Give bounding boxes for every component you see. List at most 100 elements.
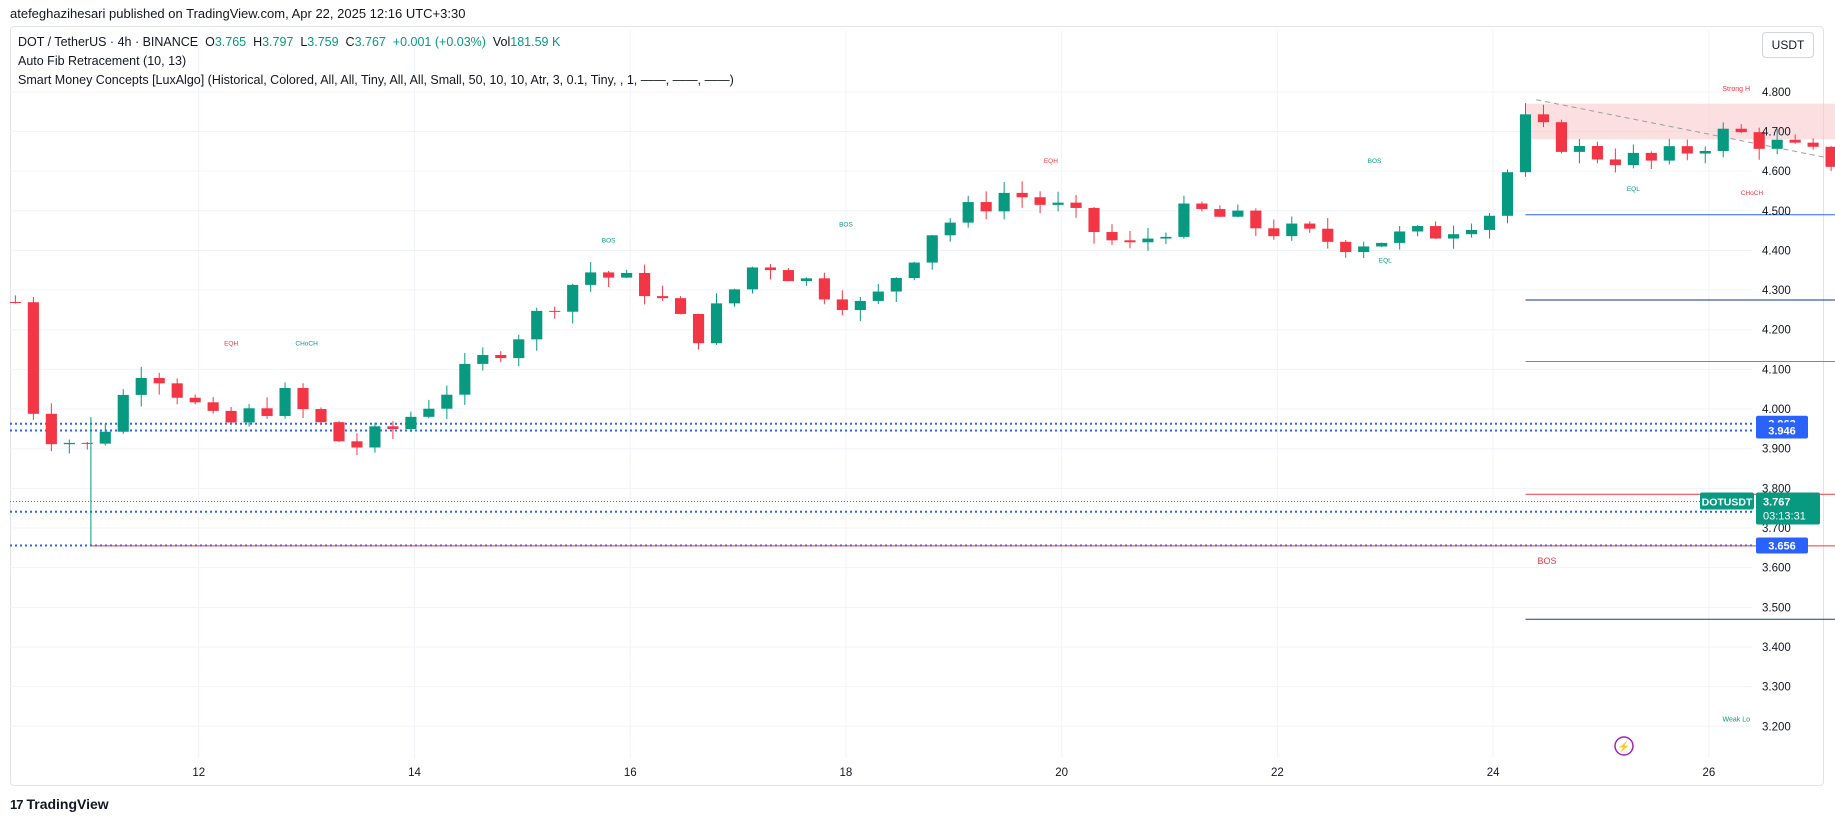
lightning-icon [1614,736,1634,756]
x-tick-label: 22 [1271,767,1284,779]
footer-brand[interactable]: 17 TradingView [10,796,109,812]
candle-body [639,272,651,297]
x-tick-label: 18 [840,767,853,779]
chart-legend: DOT / TetherUS · 4h · BINANCE O3.765 H3.… [18,33,734,90]
candle-body [962,202,974,223]
candle-body [369,426,381,448]
candle-body [225,410,237,423]
y-tick-label: 4.100 [1762,364,1791,376]
candle-body [405,416,417,429]
candle-body [1142,238,1154,243]
candle-body [63,442,75,445]
candle-body [1034,197,1046,205]
candle-body [1196,203,1208,210]
candle-body [1753,132,1765,149]
currency-button[interactable]: USDT [1762,32,1814,58]
current-price-box [1756,492,1820,525]
candle-body [746,267,759,290]
candle-body [1663,146,1675,161]
candle-body [1358,246,1370,253]
candle-body [728,289,741,304]
candle-body [585,272,597,285]
y-tick-label: 3.700 [1762,523,1791,535]
candle-body [81,442,93,444]
candle-body [1178,203,1190,237]
close-label: C [345,35,355,49]
candle-body [890,278,902,292]
candle-body [1322,228,1334,242]
candle-body [1430,226,1442,239]
structure-label: CHoCH [1741,190,1764,197]
symbol-label[interactable]: DOT / TetherUS · 4h · BINANCE [18,35,199,49]
high-value: 3.797 [262,35,294,49]
candle-body [423,408,435,417]
candle-body [764,267,777,271]
y-tick-label: 4.500 [1762,206,1791,218]
low-value: 3.759 [307,35,339,49]
candle-body [1214,209,1226,217]
candle-body [1519,114,1532,173]
candle-body [1070,202,1082,208]
structure-label: BOS [839,222,853,229]
premium-zone [1525,103,1835,140]
candle-body [45,413,57,445]
candle-body [1304,223,1316,229]
candle-body [1681,146,1693,154]
ticker-tag-box [1700,492,1754,510]
y-tick-label: 3.200 [1762,721,1791,733]
candle-body [1394,231,1406,243]
candle-body [1376,242,1388,247]
y-tick-label: 3.400 [1762,642,1791,654]
candle-body [1717,128,1729,152]
x-tick-label: 20 [1055,767,1068,779]
candle-body [441,394,453,409]
candle-body [980,202,992,212]
candle-body [477,355,489,364]
indicator-fib[interactable]: Auto Fib Retracement (10, 13) [18,54,187,68]
volume-value: 181.59 K [510,35,561,49]
close-value: 3.767 [354,35,386,49]
candle-body [1735,128,1747,133]
price-tag-label: 3.656 [1768,540,1796,552]
current-price-label: 3.767 [1763,496,1791,508]
structure-label: EQH [224,341,238,348]
candle-body [1250,210,1262,229]
candle-body [99,431,111,444]
candle-body [9,301,21,303]
candle-body [1771,139,1783,149]
candle-body [1106,232,1118,241]
candle-body [908,262,920,279]
candle-body [710,303,723,344]
candle-body [1573,145,1585,152]
candle-body [261,408,273,416]
candle-body [998,192,1010,212]
y-tick-label: 3.600 [1762,563,1791,575]
structure-label: EQH [1044,158,1058,165]
candle-body [1052,202,1064,205]
candle-body [1448,234,1460,239]
tradingview-logo-icon: 17 [10,796,24,812]
candle-body [387,426,399,429]
change-value: +0.001 (+0.03%) [392,35,486,49]
candle-body [603,272,615,278]
structure-label: CHoCH [295,341,318,348]
candle-body [1789,139,1801,143]
candle-body [1124,240,1136,243]
indicator-smc[interactable]: Smart Money Concepts [LuxAlgo] (Historic… [18,73,734,87]
candle-body [27,302,39,414]
candle-body [1232,210,1244,217]
structure-label: BOS [1368,158,1382,165]
candle-body [926,235,938,263]
low-label: L [300,35,308,49]
ohlc-row: DOT / TetherUS · 4h · BINANCE O3.765 H3.… [18,33,734,52]
candle-body [692,313,705,344]
candle-body [657,296,669,299]
candle-body [459,363,471,395]
countdown-label: 03:13:31 [1763,510,1806,522]
candle-body [117,394,129,432]
candle-body [1016,192,1028,198]
y-tick-label: 4.800 [1762,87,1791,99]
open-label: O [205,35,215,49]
volume-label: Vol [492,35,511,49]
